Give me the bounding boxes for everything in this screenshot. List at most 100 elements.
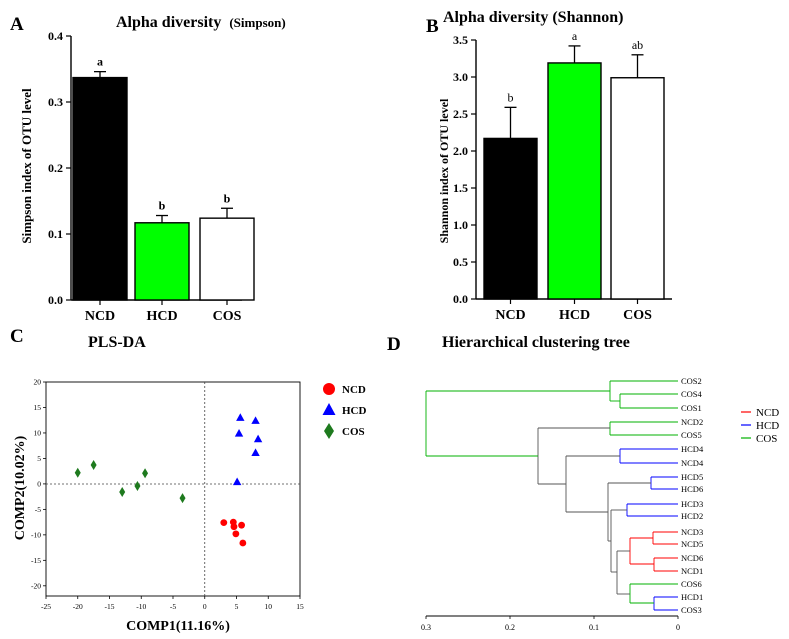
panel-d-x-ticks: 0.3 0.2 0.1 0: [421, 616, 680, 632]
leaf-label-ncd3: NCD3: [681, 527, 703, 537]
x-tick-label: 5: [235, 602, 239, 611]
y-tick-label: 10: [34, 428, 42, 437]
leaf-label-cos2: COS2: [681, 376, 702, 386]
panel-c-plot-frame: [45, 381, 301, 597]
panel-a-letter: A: [10, 14, 24, 35]
bar-hcd: [547, 62, 602, 300]
point-cos: [119, 487, 126, 498]
y-tick-label: 0: [37, 479, 41, 488]
leaf-label-hcd2: HCD2: [681, 511, 703, 521]
x-tick-label: -25: [41, 602, 51, 611]
panel-c-y-ticks: 20 15 10 5 0 -5 -10 -15 -20: [31, 378, 46, 590]
legend-label-ncd: NCD: [756, 407, 779, 419]
leaf-label-hcd4: HCD4: [681, 444, 704, 454]
panel-c-xlabel: COMP1(11.16%): [126, 619, 230, 634]
leaf-label-cos3: COS3: [681, 605, 702, 615]
y-tick-label: 1.5: [453, 181, 468, 195]
panel-a-title-main: Alpha diversity: [116, 14, 221, 31]
x-tick-label: 0: [203, 602, 207, 611]
legend-label-hcd: HCD: [342, 405, 367, 417]
panel-c: C PLS-DA -25 -20 -15 -10 -5 0 5 10 15 20 15 10 5 0 -5…: [10, 326, 367, 634]
point-hcd: [232, 477, 242, 486]
y-tick-label: 0.4: [48, 29, 63, 43]
x-tick-label: COS: [623, 308, 652, 323]
legend-label-ncd: NCD: [342, 384, 366, 396]
x-tick-label: 0.2: [505, 623, 515, 632]
y-tick-label: 15: [34, 403, 42, 412]
panel-b-y-ticks: 0.0 0.5 1.0 1.5 2.0 2.5 3.0 3.5: [453, 33, 476, 306]
legend-marker-cos: [324, 423, 334, 439]
panel-a-ylabel: Simpson index of OTU level: [19, 88, 34, 244]
panel-b: B Alpha diversity (Shannon) Shannon inde…: [426, 9, 672, 323]
y-tick-label: 0.1: [48, 227, 63, 241]
panel-c-points: [74, 413, 263, 547]
significance-letter: b: [224, 191, 231, 205]
x-tick-label: NCD: [85, 309, 115, 324]
bar-ncd: [483, 137, 538, 300]
x-tick-label: 0.1: [589, 623, 599, 632]
panel-d-leaf-labels: COS2 COS4 COS1 NCD2 COS5 HCD4 NCD4 HCD5 HCD6 HCD3…: [681, 376, 704, 615]
point-hcd: [251, 448, 260, 457]
bar-cos: [610, 77, 665, 300]
x-tick-label: -10: [136, 602, 146, 611]
y-tick-label: 3.5: [453, 33, 468, 47]
panel-b-x-ticks: NCD HCD COS: [495, 299, 652, 323]
legend-marker-ncd: [323, 383, 335, 395]
y-tick-label: 5: [37, 454, 41, 463]
significance-letter: b: [159, 199, 166, 213]
y-tick-label: -15: [31, 556, 41, 565]
y-tick-label: 2.5: [453, 107, 468, 121]
panel-a-title: Alpha diversity (Simpson): [116, 14, 286, 31]
legend-label-cos: COS: [756, 433, 777, 445]
point-hcd: [234, 429, 244, 437]
point-cos: [74, 467, 81, 478]
y-tick-label: 0.0: [48, 293, 63, 307]
point-ncd: [230, 523, 238, 531]
panel-d-letter: D: [387, 334, 401, 355]
x-tick-label: NCD: [495, 308, 525, 323]
point-ncd: [239, 539, 247, 547]
panel-a: A Alpha diversity (Simpson) Simpson inde…: [10, 14, 286, 324]
x-tick-label: HCD: [146, 309, 177, 324]
panel-c-legend: NCD HCD COS: [322, 383, 367, 439]
leaf-label-cos1: COS1: [681, 403, 702, 413]
x-tick-label: -15: [105, 602, 115, 611]
point-cos: [90, 460, 97, 471]
x-tick-label: 0.3: [421, 623, 431, 632]
panel-c-letter: C: [10, 326, 24, 347]
x-tick-label: -20: [73, 602, 83, 611]
legend-label-hcd: HCD: [756, 420, 779, 432]
leaf-label-cos4: COS4: [681, 389, 703, 399]
leaf-label-hcd3: HCD3: [681, 499, 703, 509]
leaf-label-cos6: COS6: [681, 579, 702, 589]
significance-letter: a: [572, 29, 578, 43]
point-hcd: [251, 416, 260, 424]
y-tick-label: -10: [31, 530, 41, 539]
y-tick-label: -20: [31, 581, 41, 590]
bar-cos: [199, 217, 255, 301]
panel-b-ylabel: Shannon index of OTU level: [437, 98, 451, 243]
point-ncd: [238, 521, 245, 529]
panel-c-x-ticks: -25 -20 -15 -10 -5 0 5 10 15: [41, 596, 304, 611]
x-tick-label: 10: [265, 602, 273, 611]
y-tick-label: 0.5: [453, 255, 468, 269]
x-tick-label: 0: [676, 623, 680, 632]
x-tick-label: HCD: [559, 308, 590, 323]
y-tick-label: 0.2: [48, 161, 63, 175]
panel-b-bars: b a ab: [483, 29, 665, 300]
x-tick-label: 15: [296, 602, 304, 611]
y-tick-label: 0.3: [48, 95, 63, 109]
x-tick-label: COS: [213, 309, 242, 324]
leaf-label-hcd5: HCD5: [681, 472, 703, 482]
panel-c-ylabel: COMP2(10.02%): [13, 435, 28, 540]
y-tick-label: 1.0: [453, 218, 468, 232]
panel-a-title-suffix: (Simpson): [229, 15, 285, 30]
panel-d: D Hierarchical clustering tree COS2COS4C…: [387, 334, 779, 632]
significance-letter: ab: [632, 38, 643, 52]
significance-letter: a: [97, 55, 103, 69]
y-tick-label: 20: [34, 378, 42, 387]
bar-ncd: [72, 76, 128, 301]
panel-a-bars: a b b: [72, 55, 255, 301]
